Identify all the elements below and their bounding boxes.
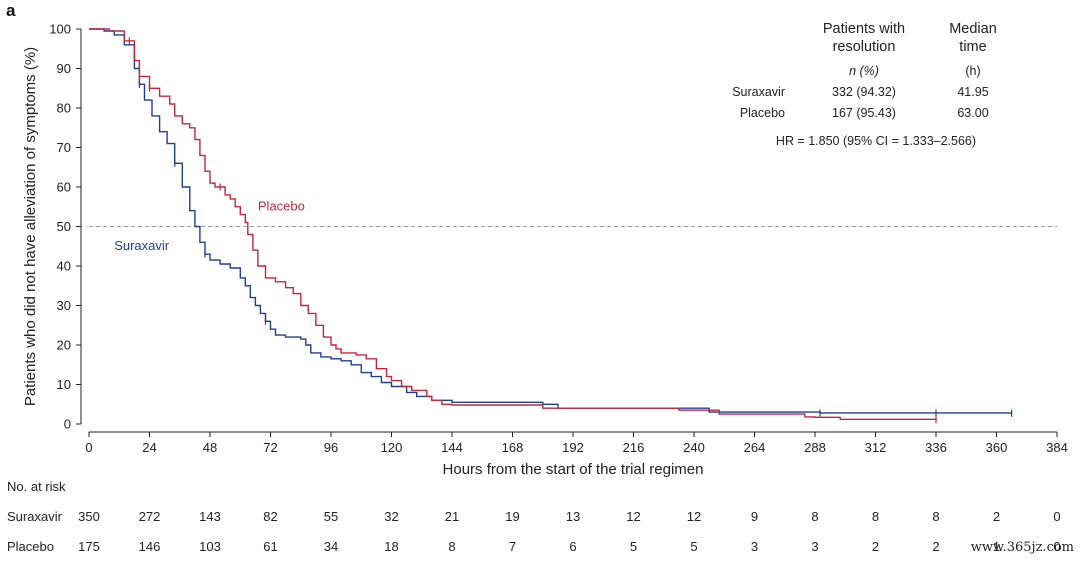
x-tick-label: 144 xyxy=(441,440,463,455)
legend-header-resolution-line1: Patients with xyxy=(823,21,905,37)
curve-labels: Placebo Suraxavir xyxy=(114,199,305,254)
at-risk-value: 8 xyxy=(932,509,939,524)
x-tick-label: 0 xyxy=(85,440,92,455)
at-risk-value: 3 xyxy=(811,539,818,554)
y-tick-label: 40 xyxy=(57,259,71,274)
y-tick-label: 90 xyxy=(57,61,71,76)
legend-row-suraxavir-n: 332 (94.32) xyxy=(832,85,896,99)
y-tick-label: 70 xyxy=(57,140,71,155)
curve-label-placebo: Placebo xyxy=(258,199,305,214)
x-tick-label: 192 xyxy=(562,440,584,455)
at-risk-value: 0 xyxy=(1053,509,1060,524)
survival-curves xyxy=(89,28,1013,424)
at-risk-value: 19 xyxy=(505,509,519,524)
at-risk-value: 146 xyxy=(139,539,161,554)
at-risk-label-suraxavir: Suraxavir xyxy=(7,509,63,524)
at-risk-value: 12 xyxy=(626,509,640,524)
x-tick-label: 336 xyxy=(925,440,947,455)
x-tick-label: 24 xyxy=(142,440,156,455)
at-risk-value: 8 xyxy=(811,509,818,524)
at-risk-value: 175 xyxy=(78,539,100,554)
legend-row-placebo-n: 167 (95.43) xyxy=(832,106,896,120)
y-tick-label: 30 xyxy=(57,298,71,313)
at-risk-value: 272 xyxy=(139,509,161,524)
y-tick-label: 80 xyxy=(57,101,71,116)
at-risk-value: 2 xyxy=(872,539,879,554)
x-tick-label: 72 xyxy=(263,440,277,455)
at-risk-value: 13 xyxy=(566,509,580,524)
y-tick-label: 100 xyxy=(49,22,71,37)
x-tick-label: 264 xyxy=(744,440,766,455)
x-tick-label: 48 xyxy=(203,440,217,455)
at-risk-value: 143 xyxy=(199,509,221,524)
x-tick-label: 120 xyxy=(381,440,403,455)
legend-row-suraxavir-median: 41.95 xyxy=(957,85,988,99)
x-axis-label: Hours from the start of the trial regime… xyxy=(443,461,704,478)
legend-subheader-n: n (%) xyxy=(849,64,879,78)
x-tick-label: 216 xyxy=(623,440,645,455)
at-risk-value: 32 xyxy=(384,509,398,524)
legend-header-median-line1: Median xyxy=(949,21,997,37)
at-risk-value: 61 xyxy=(263,539,277,554)
at-risk-value: 55 xyxy=(324,509,338,524)
at-risk-value: 2 xyxy=(993,509,1000,524)
at-risk-value: 9 xyxy=(751,509,758,524)
at-risk-value: 8 xyxy=(448,539,455,554)
legend-header-resolution-line2: resolution xyxy=(833,39,896,55)
y-tick-label: 0 xyxy=(64,417,71,432)
at-risk-value: 350 xyxy=(78,509,100,524)
at-risk-value: 7 xyxy=(509,539,516,554)
at-risk-value: 12 xyxy=(687,509,701,524)
series-line-placebo xyxy=(89,28,937,420)
x-tick-label: 168 xyxy=(502,440,524,455)
at-risk-value: 34 xyxy=(324,539,338,554)
at-risk-value: 5 xyxy=(630,539,637,554)
at-risk-title: No. at risk xyxy=(7,479,66,494)
at-risk-table: No. at risk Suraxavir 350 272 143 82 55 32 21 19… xyxy=(7,479,1061,554)
at-risk-value: 2 xyxy=(932,539,939,554)
y-tick-label: 10 xyxy=(57,377,71,392)
at-risk-value: 3 xyxy=(751,539,758,554)
legend-header-median-line2: time xyxy=(959,39,986,55)
x-tick-label: 360 xyxy=(986,440,1008,455)
at-risk-value: 21 xyxy=(445,509,459,524)
at-risk-value: 103 xyxy=(199,539,221,554)
at-risk-value: 1 xyxy=(993,539,1000,554)
legend-table: Patients with resolution Median time n (… xyxy=(732,21,997,148)
x-tick-label: 96 xyxy=(324,440,338,455)
at-risk-value: 18 xyxy=(384,539,398,554)
legend-row-suraxavir-label: Suraxavir xyxy=(732,85,785,99)
x-tick-label: 312 xyxy=(865,440,887,455)
watermark: www.365jz.com xyxy=(971,540,1074,555)
x-tick-label: 384 xyxy=(1046,440,1068,455)
panel-label: a xyxy=(6,1,16,20)
y-axis-title: Patients who did not have alleviation of… xyxy=(22,47,39,406)
x-tick-label: 288 xyxy=(804,440,826,455)
legend-row-placebo-median: 63.00 xyxy=(957,106,988,120)
curve-label-suraxavir: Suraxavir xyxy=(114,238,170,253)
y-tick-label: 20 xyxy=(57,338,71,353)
at-risk-label-placebo: Placebo xyxy=(7,539,54,554)
y-axis-label: Patients who did not have alleviation of… xyxy=(22,47,39,406)
axes: 0 10 20 30 40 50 60 70 80 90 100 0 24 48 72 96 120 144 168… xyxy=(49,22,1068,456)
at-risk-value: 8 xyxy=(872,509,879,524)
y-tick-label: 60 xyxy=(57,180,71,195)
legend-subheader-h: (h) xyxy=(965,64,980,78)
legend-row-placebo-label: Placebo xyxy=(740,106,785,120)
at-risk-value: 6 xyxy=(569,539,576,554)
x-tick-label: 240 xyxy=(683,440,705,455)
at-risk-value: 82 xyxy=(263,509,277,524)
legend-hazard-ratio: HR = 1.850 (95% CI = 1.333–2.566) xyxy=(776,134,976,148)
y-tick-label: 50 xyxy=(57,219,71,234)
at-risk-value: 5 xyxy=(690,539,697,554)
at-risk-value: 0 xyxy=(1053,539,1060,554)
